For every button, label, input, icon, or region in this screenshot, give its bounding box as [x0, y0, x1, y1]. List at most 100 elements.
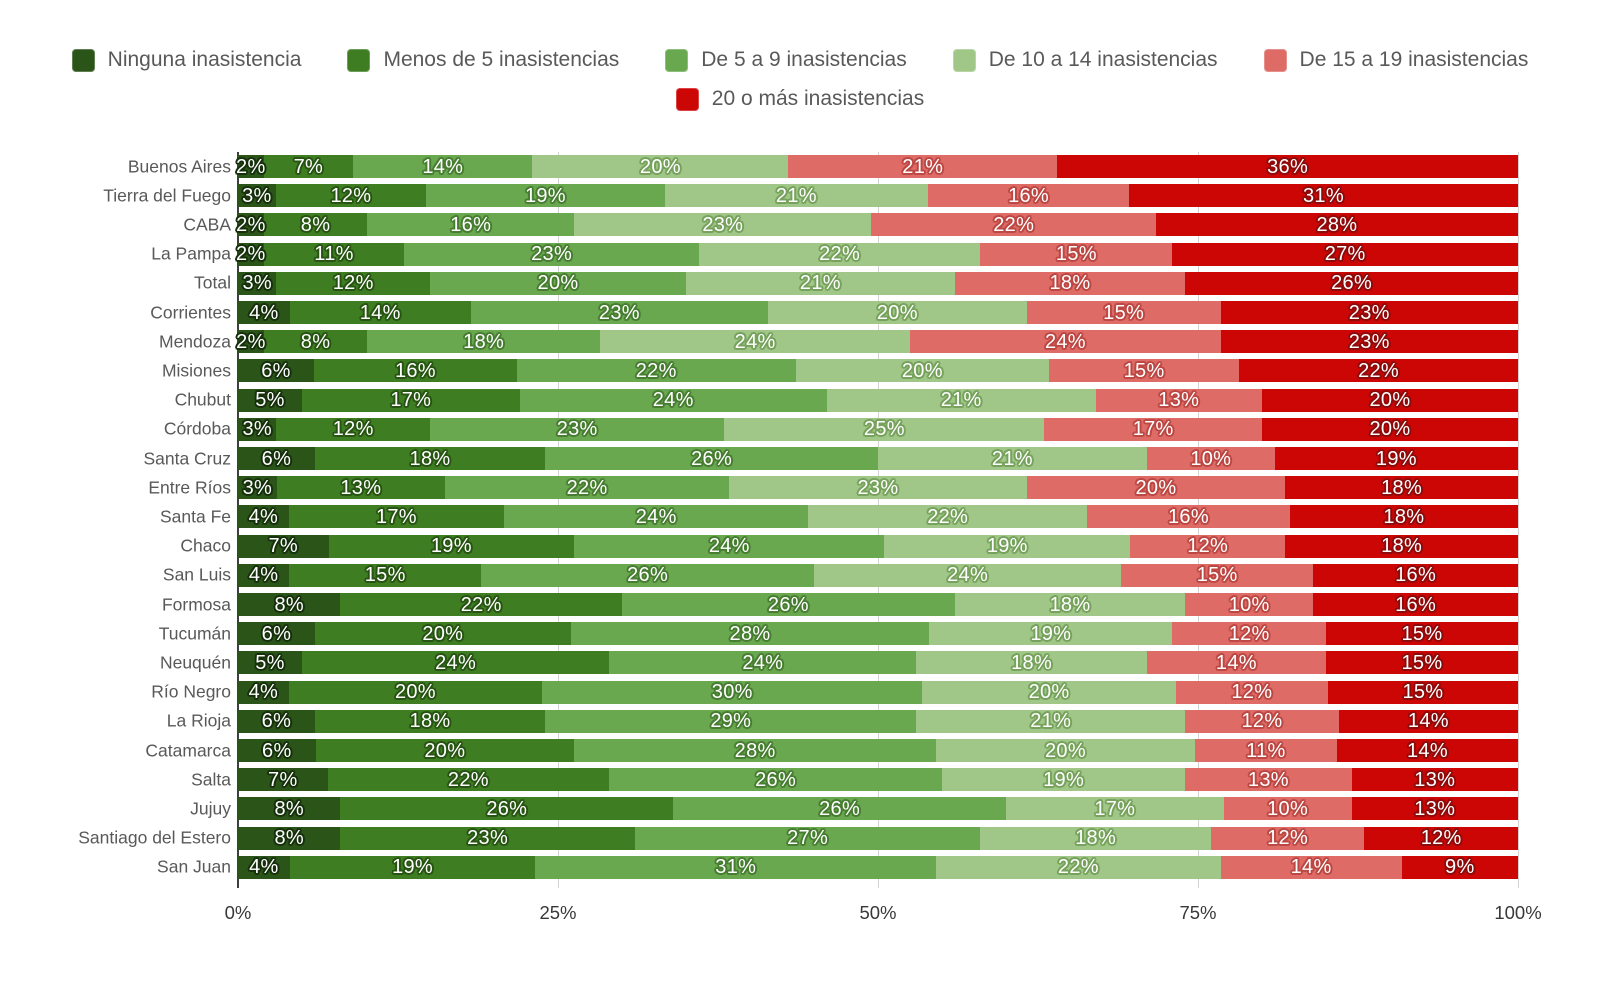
row-label: Santa Cruz: [143, 448, 231, 468]
bar-segment: 18%: [980, 826, 1211, 850]
bar-segment: 5%: [238, 388, 302, 412]
bar-segment: 8%: [238, 826, 341, 850]
bar-segment: 30%: [542, 680, 923, 704]
segment-value-label: 19%: [1043, 768, 1085, 791]
chart-legend: Ninguna inasistencia Menos de 5 inasisten…: [70, 48, 1530, 111]
segment-value-label: 26%: [627, 564, 669, 587]
segment-value-label: 24%: [435, 651, 477, 674]
bar-segment: 18%: [954, 271, 1186, 295]
bar-segment: 18%: [367, 330, 600, 354]
segment-value-label: 2%: [236, 330, 266, 353]
segment-value-label: 8%: [274, 593, 304, 616]
stacked-bar: 3% 12% 20% 21% 18% 26%: [238, 271, 1518, 295]
bar-segment: 26%: [621, 593, 955, 616]
stacked-bar: 4% 20% 30% 20% 12% 15%: [238, 680, 1518, 704]
bar-segment: 15%: [980, 242, 1173, 266]
bar-row: Formosa 8% 22% 26% 18% 10% 16%: [162, 593, 1518, 616]
segment-value-label: 14%: [422, 155, 464, 178]
bar-segment: 2%: [236, 213, 265, 237]
bar-segment: 20%: [936, 739, 1195, 762]
bar-row: Total 3% 12% 20% 21% 18% 26%: [194, 271, 1518, 295]
segment-value-label: 16%: [394, 359, 436, 382]
bar-row: Chaco 7% 19% 24% 19% 12% 18%: [180, 534, 1518, 558]
segment-value-label: 6%: [262, 739, 292, 762]
bar-segment: 16%: [1313, 593, 1518, 616]
segment-value-label: 16%: [1395, 593, 1437, 616]
segment-value-label: 21%: [1030, 710, 1072, 733]
segment-value-label: 22%: [819, 243, 861, 266]
bar-row: Santiago del Estero 8% 23% 27% 18% 12% 12%: [78, 826, 1518, 850]
x-tick-label: 25%: [539, 902, 577, 923]
segment-value-label: 13%: [1247, 768, 1289, 791]
bar-segment: 23%: [340, 826, 635, 850]
row-label: Córdoba: [163, 418, 231, 439]
bar-segment: 12%: [1364, 826, 1518, 850]
bar-segment: 20%: [768, 301, 1027, 324]
bar-segment: 5%: [238, 651, 302, 675]
segment-value-label: 12%: [1267, 827, 1309, 850]
stacked-bar: 2% 11% 23% 22% 15% 27%: [236, 242, 1518, 266]
segment-value-label: 8%: [300, 330, 331, 353]
bar-row: San Juan 4% 19% 31% 22% 14% 9%: [157, 855, 1518, 879]
segment-value-label: 14%: [359, 301, 401, 324]
segment-value-label: 19%: [1030, 622, 1072, 645]
bar-segment: 10%: [1146, 447, 1275, 470]
bar-row: Jujuy 8% 26% 26% 17% 10% 13%: [190, 797, 1518, 821]
bar-segment: 18%: [954, 593, 1186, 616]
bar-segment: 15%: [1327, 680, 1518, 704]
bar-segment: 26%: [545, 447, 878, 470]
row-label: Corrientes: [150, 302, 231, 322]
segment-value-label: 19%: [430, 535, 472, 558]
bar-row: Mendoza 2% 8% 18% 24% 24% 23%: [159, 330, 1518, 354]
bar-segment: 15%: [289, 563, 482, 587]
stacked-bar: 6% 18% 29% 21% 12% 14%: [238, 709, 1518, 733]
segment-value-label: 23%: [531, 243, 573, 266]
segment-value-label: 9%: [1445, 856, 1475, 879]
segment-value-label: 36%: [1267, 155, 1309, 178]
bar-segment: 24%: [813, 563, 1122, 587]
segment-value-label: 12%: [332, 272, 374, 295]
legend-item: Ninguna inasistencia: [71, 48, 301, 72]
segment-value-label: 27%: [1324, 243, 1366, 266]
legend-item: De 10 a 14 inasistencias: [952, 48, 1218, 72]
segment-value-label: 24%: [652, 389, 694, 412]
segment-value-label: 5%: [255, 651, 285, 674]
stacked-bar: 3% 13% 22% 23% 20% 18%: [238, 476, 1518, 500]
segment-value-label: 21%: [991, 447, 1033, 470]
bar-segment: 18%: [314, 447, 546, 470]
bar-segment: 6%: [238, 622, 315, 646]
plot-area: Buenos Aires 2% 7% 14% 20% 21% 36% Tierra del F…: [78, 152, 1519, 888]
segment-value-label: 19%: [1375, 447, 1417, 470]
bar-segment: 18%: [1285, 534, 1518, 558]
bar-segment: 16%: [1313, 563, 1518, 587]
segment-value-label: 4%: [248, 505, 279, 528]
segment-value-label: 7%: [293, 155, 324, 178]
bar-segment: 4%: [238, 680, 289, 704]
bar-segment: 4%: [238, 563, 290, 587]
stacked-bar: 4% 15% 26% 24% 15% 16%: [238, 563, 1518, 587]
bar-segment: 14%: [1338, 709, 1518, 733]
segment-value-label: 25%: [863, 418, 905, 441]
segment-value-label: 13%: [340, 476, 382, 499]
bar-segment: 24%: [599, 330, 911, 354]
bar-segment: 22%: [444, 476, 730, 500]
segment-value-label: 8%: [274, 827, 304, 850]
segment-value-label: 4%: [248, 564, 279, 587]
segment-value-label: 21%: [902, 155, 944, 178]
bar-segment: 15%: [1325, 651, 1518, 675]
legend-label: 20 o más inasistencias: [711, 87, 925, 110]
stacked-bar: 7% 19% 24% 19% 12% 18%: [238, 534, 1518, 558]
legend-label: Menos de 5 inasistencias: [383, 48, 620, 71]
bar-segment: 21%: [916, 709, 1186, 733]
bar-segment: 21%: [826, 388, 1096, 412]
segment-value-label: 19%: [986, 535, 1028, 558]
bar-segment: 16%: [928, 184, 1129, 208]
segment-value-label: 12%: [1241, 710, 1283, 733]
bar-segment: 18%: [1285, 476, 1518, 500]
segment-value-label: 15%: [1196, 564, 1238, 587]
bar-segment: 13%: [1351, 797, 1518, 821]
bar-segment: 18%: [1289, 505, 1518, 529]
bar-segment: 11%: [1194, 739, 1337, 762]
segment-value-label: 6%: [261, 359, 291, 382]
bar-segment: 23%: [1220, 330, 1518, 354]
